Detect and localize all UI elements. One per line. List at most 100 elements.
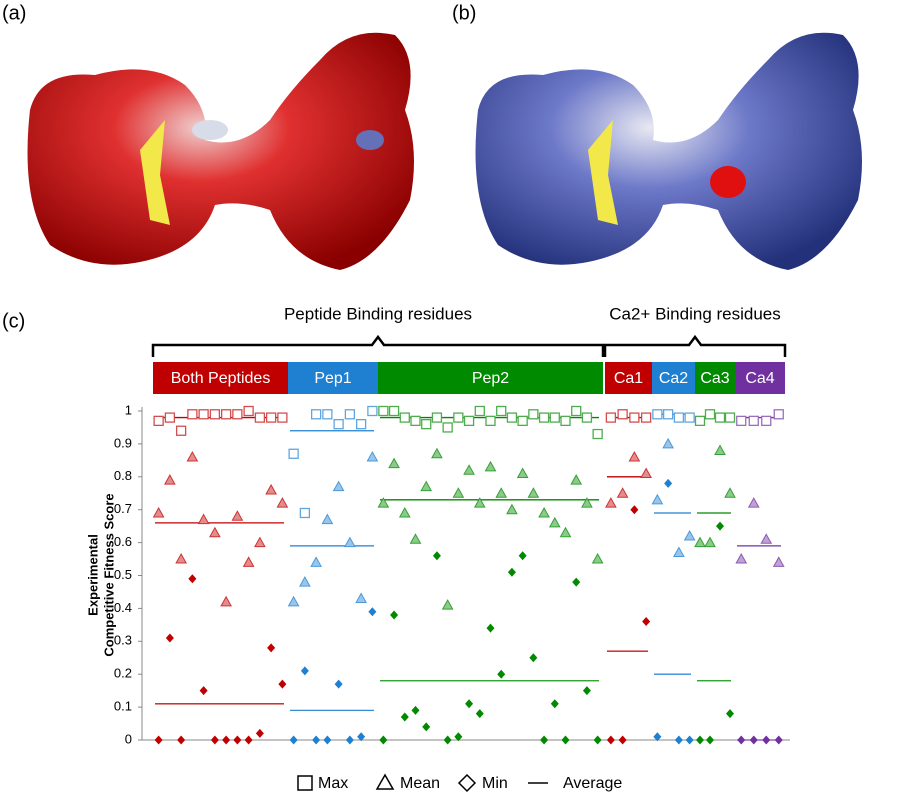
min-marker xyxy=(323,735,332,745)
min-marker xyxy=(233,735,242,745)
min-marker xyxy=(507,567,516,577)
max-marker xyxy=(243,405,254,417)
max-marker xyxy=(714,412,726,423)
mean-marker xyxy=(197,513,210,525)
legend-symbol xyxy=(457,773,477,793)
min-marker xyxy=(618,735,627,745)
min-marker xyxy=(345,735,354,745)
max-marker xyxy=(694,415,706,427)
max-marker xyxy=(310,409,322,420)
y-tick-label: 0.9 xyxy=(114,435,132,450)
y-tick-label: 0.6 xyxy=(114,534,132,549)
group-header xyxy=(652,362,695,394)
mean-marker xyxy=(409,533,422,544)
max-marker xyxy=(431,412,443,423)
mean-marker xyxy=(164,474,176,485)
max-marker xyxy=(367,405,378,417)
min-marker xyxy=(432,551,441,561)
max-marker xyxy=(153,415,164,427)
mean-marker xyxy=(220,595,232,607)
min-marker xyxy=(334,679,343,689)
min-marker xyxy=(653,732,662,742)
min-marker xyxy=(486,623,495,633)
max-marker xyxy=(344,409,356,420)
mean-marker xyxy=(484,460,497,472)
min-marker xyxy=(774,735,783,745)
mean-marker xyxy=(332,480,345,492)
max-marker xyxy=(265,412,277,423)
max-marker xyxy=(549,412,560,423)
mean-marker xyxy=(628,451,641,462)
max-marker xyxy=(388,405,400,417)
max-marker xyxy=(748,415,759,427)
bracket xyxy=(603,334,787,357)
group-header xyxy=(153,362,288,394)
mean-marker xyxy=(673,546,685,557)
protein-a xyxy=(27,32,414,271)
mean-marker xyxy=(735,553,748,564)
y-tick-label: 0.3 xyxy=(114,633,132,648)
max-marker xyxy=(662,409,674,420)
y-tick-label: 0.5 xyxy=(114,567,132,582)
mean-marker xyxy=(377,497,390,508)
mean-marker xyxy=(242,556,255,567)
mean-marker xyxy=(538,506,550,518)
legend-label: Max xyxy=(318,775,348,792)
mean-marker xyxy=(452,487,465,498)
mean-marker xyxy=(747,497,760,508)
group-label: Pep1 xyxy=(314,370,351,387)
mean-marker xyxy=(355,592,367,604)
mean-marker xyxy=(287,595,300,607)
min-marker xyxy=(177,735,186,745)
mean-marker xyxy=(186,451,199,462)
min-marker xyxy=(726,709,734,719)
mean-marker xyxy=(441,599,454,610)
y-axis-label: Experimental xyxy=(85,534,100,616)
mean-marker xyxy=(506,503,518,515)
max-marker xyxy=(724,412,736,423)
min-marker xyxy=(465,699,474,709)
min-marker xyxy=(664,478,673,488)
max-marker xyxy=(254,412,266,423)
mean-marker xyxy=(254,536,266,548)
mean-marker xyxy=(388,457,400,469)
legend-label: Mean xyxy=(400,775,440,792)
min-marker xyxy=(244,735,253,745)
min-marker xyxy=(606,735,615,745)
min-marker xyxy=(312,735,321,745)
max-marker xyxy=(517,415,528,427)
min-marker xyxy=(289,735,298,745)
mean-marker xyxy=(760,533,773,544)
min-marker xyxy=(582,686,591,696)
bracket-label: Peptide Binding residues xyxy=(284,304,472,323)
min-marker xyxy=(529,653,538,663)
max-marker xyxy=(220,409,232,420)
min-marker xyxy=(443,735,452,745)
max-marker xyxy=(277,412,288,423)
max-marker xyxy=(209,409,221,420)
legend-symbol xyxy=(375,773,395,790)
mean-marker xyxy=(714,444,726,455)
min-marker xyxy=(154,735,163,745)
max-marker xyxy=(164,412,176,423)
protein-b xyxy=(475,32,862,271)
mean-marker xyxy=(366,451,379,462)
max-marker xyxy=(581,412,593,423)
mean-marker xyxy=(581,497,593,508)
min-marker xyxy=(199,686,208,696)
min-marker xyxy=(716,521,724,531)
max-marker xyxy=(506,412,518,423)
mean-marker xyxy=(344,536,356,548)
max-marker xyxy=(673,412,685,423)
min-marker xyxy=(749,735,758,745)
max-marker xyxy=(198,409,209,420)
mean-marker xyxy=(463,464,475,475)
min-marker xyxy=(422,722,431,732)
max-marker xyxy=(571,405,582,417)
bracket-label: Ca2+ Binding residues xyxy=(609,304,781,323)
min-marker xyxy=(454,732,463,742)
mean-marker xyxy=(724,487,736,498)
mean-marker xyxy=(548,516,561,528)
max-marker xyxy=(463,415,475,427)
